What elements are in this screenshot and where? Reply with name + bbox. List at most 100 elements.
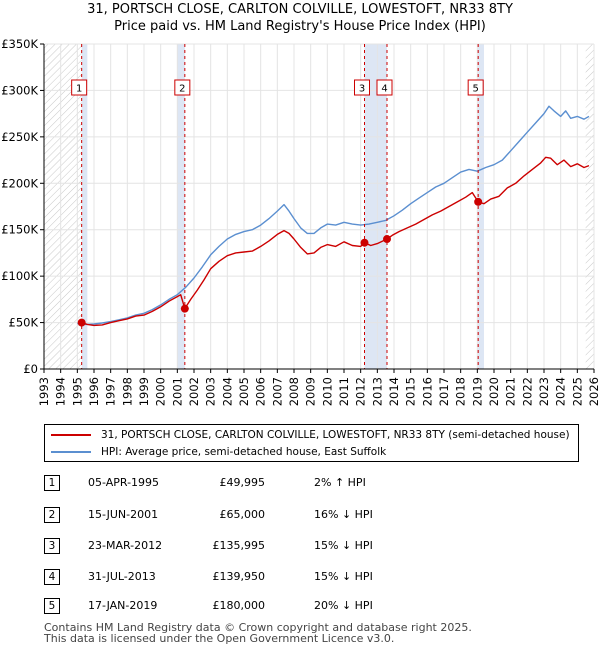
footer-license: This data is licensed under the Open Gov… — [44, 632, 395, 645]
row-date: 05-APR-1995 — [88, 476, 160, 489]
footer-copyright: Contains HM Land Registry data © Crown c… — [44, 621, 472, 634]
sale-label-number: 4 — [381, 84, 387, 95]
sale-label-box — [354, 79, 370, 96]
x-tick-label: 2024 — [554, 377, 568, 406]
x-tick-label: 2005 — [237, 377, 251, 406]
chart-subtitle: Price paid vs. HM Land Registry's House … — [114, 19, 486, 34]
legend-label-property: 31, PORTSCH CLOSE, CARLTON COLVILLE, LOW… — [101, 429, 570, 441]
chart-legend: 31, PORTSCH CLOSE, CARLTON COLVILLE, LOW… — [44, 424, 579, 462]
table-row: 4 31-JUL-2013 £139,950 15% ↓ HPI — [0, 569, 600, 589]
row-price: £139,950 — [212, 570, 266, 583]
row-number-badge: 5 — [44, 598, 60, 614]
x-tick-label: 2011 — [337, 377, 351, 406]
y-tick-label: £350K — [1, 37, 38, 51]
price-chart: 1 2 3 4 5 £0 £50K £100K £150K £200K £250K £300K £35… — [1, 37, 600, 406]
row-price: £135,995 — [212, 539, 266, 552]
sale-period-band — [478, 44, 484, 369]
x-tick-label: 2002 — [187, 377, 201, 406]
y-tick-label: £0 — [23, 362, 38, 376]
row-hpi-diff: 16% ↓ HPI — [314, 508, 373, 521]
y-tick-label: £50K — [9, 316, 39, 330]
x-tick-label: 2001 — [170, 377, 184, 406]
x-tick-label: 2020 — [487, 377, 501, 406]
row-number-badge: 4 — [44, 569, 60, 585]
x-tick-label: 2003 — [204, 377, 218, 406]
x-tick-label: 2012 — [354, 377, 368, 406]
sale-period-band — [177, 44, 185, 369]
sale-label-box — [467, 79, 484, 96]
x-tick-label: 1994 — [54, 377, 68, 406]
x-tick-label: 1996 — [87, 377, 101, 406]
x-tick-label: 1998 — [120, 377, 134, 406]
row-date: 31-JUL-2013 — [88, 570, 156, 583]
table-row: 1 05-APR-1995 £49,995 2% ↑ HPI — [0, 475, 600, 495]
sale-label-box — [376, 79, 393, 96]
x-tick-label: 2014 — [387, 377, 401, 406]
sale-label-box — [174, 79, 191, 96]
sale-label-number: 3 — [359, 84, 365, 95]
x-tick-label: 2025 — [570, 377, 584, 406]
row-hpi-diff: 20% ↓ HPI — [314, 599, 373, 612]
x-tick-label: 2015 — [404, 377, 418, 406]
x-tick-label: 2006 — [254, 377, 268, 406]
table-row: 2 15-JUN-2001 £65,000 16% ↓ HPI — [0, 507, 600, 527]
row-hpi-diff: 2% ↑ HPI — [314, 476, 366, 489]
row-number-badge: 2 — [44, 507, 60, 523]
row-price: £49,995 — [219, 476, 266, 489]
row-price: £65,000 — [219, 508, 266, 521]
property-series-line — [81, 156, 590, 327]
row-date: 15-JUN-2001 — [88, 508, 159, 521]
hatched-region-late — [585, 44, 594, 369]
legend-item-property: 31, PORTSCH CLOSE, CARLTON COLVILLE, LOW… — [51, 427, 570, 443]
y-tick-label: £150K — [1, 223, 38, 237]
row-number-badge: 1 — [44, 475, 60, 491]
x-tick-label: 2017 — [437, 377, 451, 406]
x-tick-label: 2009 — [304, 377, 318, 406]
sale-point — [383, 235, 391, 244]
sale-period-band — [364, 44, 387, 369]
x-tick-label: 2023 — [537, 377, 551, 406]
table-row: 3 23-MAR-2012 £135,995 15% ↓ HPI — [0, 538, 600, 558]
sale-period-band — [81, 44, 88, 369]
legend-swatch-property — [51, 434, 91, 436]
row-hpi-diff: 15% ↓ HPI — [314, 570, 373, 583]
x-tick-label: 2004 — [220, 377, 234, 406]
sale-point — [77, 318, 86, 327]
sale-label-number: 2 — [179, 84, 185, 95]
hpi-series-line — [77, 105, 590, 326]
x-tick-label: 2010 — [320, 377, 334, 406]
sale-label-number: 5 — [472, 84, 478, 95]
x-tick-label: 2021 — [504, 377, 518, 406]
sale-label-number: 1 — [76, 84, 82, 95]
x-tick-label: 2022 — [520, 377, 534, 406]
chart-title: 31, PORTSCH CLOSE, CARLTON COLVILLE, LOW… — [87, 2, 513, 17]
x-tick-label: 1995 — [70, 377, 84, 406]
x-tick-label: 2007 — [270, 377, 284, 406]
x-tick-label: 2016 — [420, 377, 434, 406]
row-date: 23-MAR-2012 — [88, 539, 163, 552]
x-tick-label: 1993 — [37, 377, 51, 406]
x-tick-label: 2018 — [454, 377, 468, 406]
row-hpi-diff: 15% ↓ HPI — [314, 539, 373, 552]
sale-point — [180, 304, 189, 313]
hatched-region-early — [44, 44, 82, 369]
sale-label-box — [71, 79, 88, 96]
y-tick-label: £100K — [1, 269, 38, 283]
row-number-badge: 3 — [44, 538, 60, 554]
x-tick-label: 2026 — [587, 377, 600, 406]
y-tick-label: £300K — [1, 83, 38, 97]
y-tick-label: £200K — [1, 176, 38, 190]
x-tick-label: 2000 — [154, 377, 168, 406]
x-tick-label: 2019 — [470, 377, 484, 406]
x-tick-label: 2008 — [287, 377, 301, 406]
y-tick-label: £250K — [1, 130, 38, 144]
sale-point — [360, 238, 369, 247]
row-price: £180,000 — [212, 599, 266, 612]
sale-point — [474, 197, 483, 206]
row-date: 17-JAN-2019 — [88, 599, 158, 612]
x-tick-label: 1999 — [137, 377, 151, 406]
legend-swatch-hpi — [51, 451, 91, 453]
legend-label-hpi: HPI: Average price, semi-detached house,… — [101, 446, 387, 458]
x-tick-label: 1997 — [104, 377, 118, 406]
legend-item-hpi: HPI: Average price, semi-detached house,… — [51, 444, 386, 460]
